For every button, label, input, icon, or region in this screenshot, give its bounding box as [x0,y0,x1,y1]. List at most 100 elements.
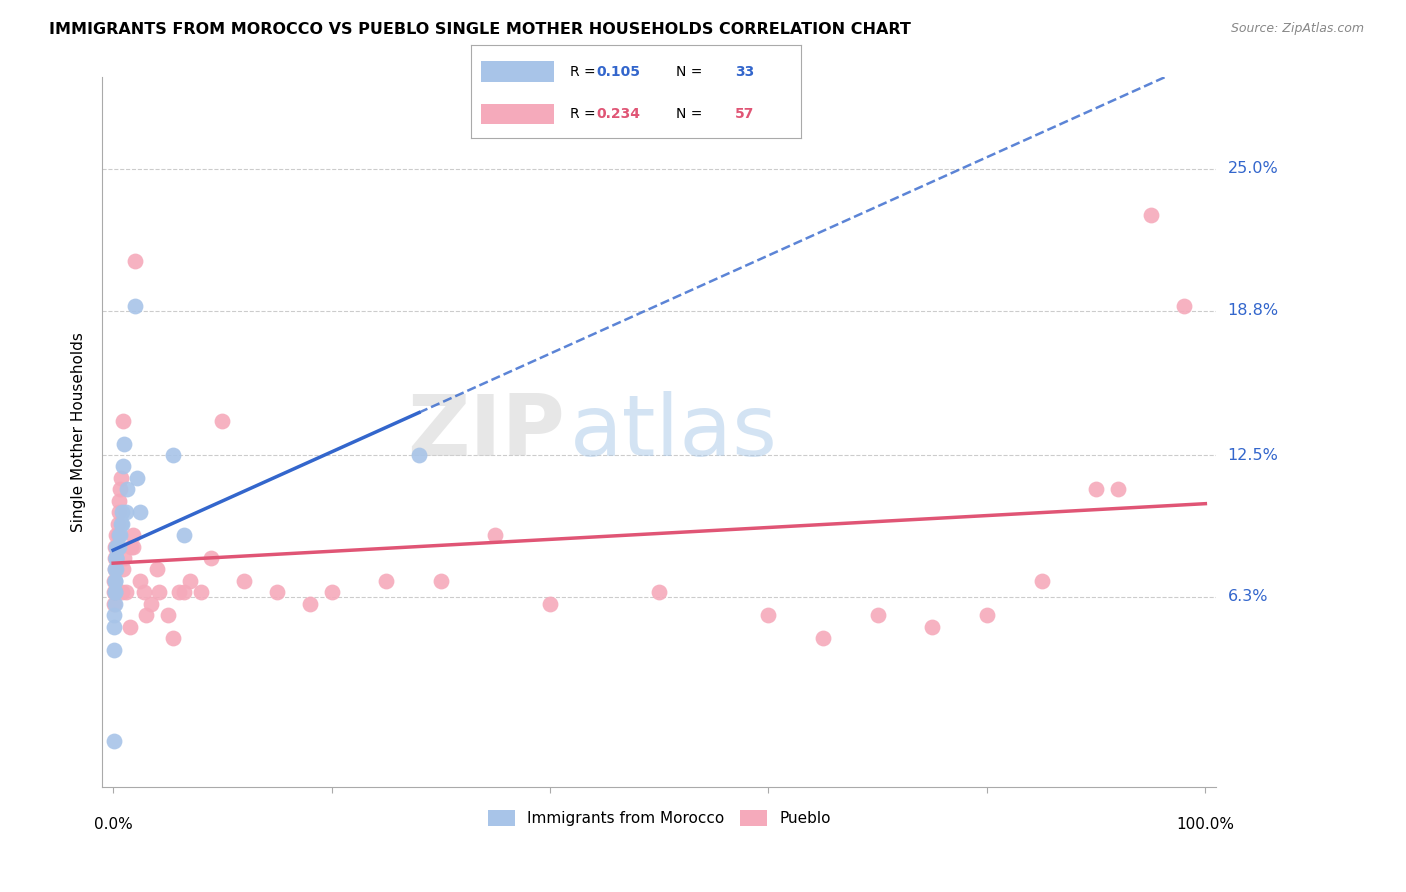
Point [110,516,132,531]
Point [811,631,834,645]
Point [104,574,127,588]
Text: 0.0%: 0.0% [94,817,132,832]
Text: IMMIGRANTS FROM MOROCCO VS PUEBLO SINGLE MOTHER HOUSEHOLDS CORRELATION CHART: IMMIGRANTS FROM MOROCCO VS PUEBLO SINGLE… [49,22,911,37]
Text: N =: N = [676,107,707,121]
Point [1173,299,1195,313]
Point [105,551,128,566]
Point [107,528,129,542]
Point [104,540,127,554]
Point [484,528,506,542]
Text: atlas: atlas [569,391,778,474]
Point [132,585,155,599]
Point [118,620,141,634]
Point [129,574,152,588]
Point [103,620,125,634]
Text: 33: 33 [735,65,755,78]
Bar [481,62,554,82]
Text: N =: N = [676,65,707,78]
Point [115,505,138,519]
Point [111,459,134,474]
Text: ZIP: ZIP [406,391,565,474]
Point [103,734,125,748]
Point [103,608,125,623]
Point [104,562,127,576]
Point [104,562,127,576]
Point [141,597,163,611]
Bar [481,103,554,124]
Point [129,505,152,519]
Point [146,562,169,576]
Point [111,414,134,428]
Point [190,585,212,599]
Point [538,597,561,611]
Point [758,608,780,623]
Point [121,528,143,542]
Text: 57: 57 [735,107,755,121]
Point [115,585,138,599]
Point [148,585,170,599]
Point [1107,483,1129,497]
Point [124,253,146,268]
Point [211,414,233,428]
Point [321,585,343,599]
Point [117,483,139,497]
Point [105,562,128,576]
Point [162,448,184,462]
Text: 6.3%: 6.3% [1227,590,1268,605]
Text: 12.5%: 12.5% [1227,448,1278,463]
Point [135,608,157,623]
Point [408,448,430,462]
Point [375,574,398,588]
Point [103,597,125,611]
Point [105,551,128,566]
Point [156,608,179,623]
Point [167,585,190,599]
Point [103,585,125,599]
Point [108,483,131,497]
Text: 18.8%: 18.8% [1227,303,1278,318]
Point [298,597,321,611]
Point [200,551,222,566]
Point [1031,574,1053,588]
Point [110,471,132,485]
Point [233,574,256,588]
Point [103,574,125,588]
Point [111,505,134,519]
Point [976,608,998,623]
Point [104,574,127,588]
Point [179,574,201,588]
Point [104,585,127,599]
Point [107,493,129,508]
Point [124,299,146,313]
Point [104,597,127,611]
Point [648,585,671,599]
Point [107,540,129,554]
Text: 100.0%: 100.0% [1177,817,1234,832]
Point [103,642,125,657]
Point [105,528,128,542]
Point [107,540,129,554]
Point [173,528,195,542]
Point [107,516,129,531]
Point [1085,483,1108,497]
Point [108,528,131,542]
Point [121,540,143,554]
Point [430,574,453,588]
Point [266,585,288,599]
Point [105,551,128,566]
Text: Source: ZipAtlas.com: Source: ZipAtlas.com [1230,22,1364,36]
Text: 25.0%: 25.0% [1227,161,1278,177]
Text: 0.234: 0.234 [596,107,641,121]
Point [1139,208,1161,222]
Text: 0.105: 0.105 [596,65,641,78]
Point [921,620,943,634]
Point [120,540,142,554]
Point [107,540,129,554]
Point [107,528,129,542]
Point [866,608,889,623]
Point [105,540,128,554]
Point [111,585,134,599]
Point [111,516,134,531]
Text: R =: R = [571,107,600,121]
Legend: Immigrants from Morocco, Pueblo: Immigrants from Morocco, Pueblo [481,805,837,832]
